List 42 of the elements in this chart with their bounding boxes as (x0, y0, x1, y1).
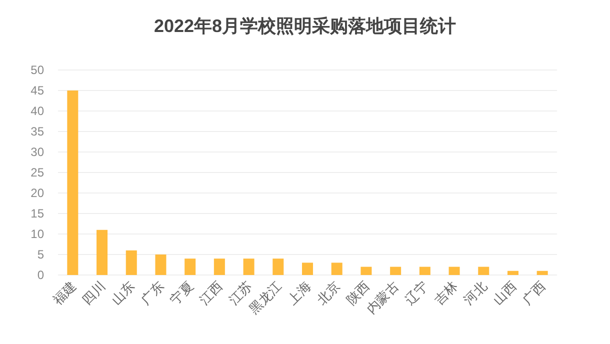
x-tick-label: 上海 (284, 278, 314, 308)
bar (96, 230, 108, 275)
x-tick-label: 辽宁 (402, 278, 432, 308)
y-tick-label: 45 (30, 84, 44, 98)
y-tick-label: 40 (30, 104, 44, 118)
bar (184, 258, 196, 275)
y-tick-label: 25 (30, 166, 44, 180)
bar (126, 250, 137, 275)
y-tick-label: 35 (30, 124, 44, 138)
y-tick-label: 5 (37, 248, 44, 262)
y-tick-label: 30 (30, 145, 44, 159)
x-tick-label: 山东 (108, 278, 138, 308)
x-tick-label: 吉林 (431, 278, 460, 308)
bar (360, 266, 372, 275)
bar (214, 258, 225, 275)
x-tick-label: 山西 (490, 278, 520, 308)
y-tick-label: 0 (37, 268, 44, 282)
bar (272, 258, 284, 275)
x-tick-label: 宁夏 (167, 278, 196, 308)
y-tick-label: 50 (30, 63, 44, 77)
chart-title: 2022年8月学校照明采购落地项目统计 (154, 16, 456, 36)
bar (478, 266, 490, 275)
bar (507, 270, 518, 275)
x-tick-label: 四川 (79, 278, 108, 308)
bar (302, 262, 313, 275)
x-tick-label: 江西 (196, 278, 226, 308)
x-tick-label: 河北 (460, 278, 490, 308)
bar (67, 90, 78, 275)
x-tick-label: 福建 (50, 278, 79, 308)
y-tick-label: 10 (30, 227, 44, 241)
bar (390, 266, 402, 275)
bar (536, 270, 548, 275)
y-tick-label: 15 (30, 206, 44, 220)
x-tick-label: 广东 (138, 278, 167, 308)
x-tick-label: 广西 (519, 278, 548, 308)
bar (155, 254, 166, 275)
bar (448, 266, 460, 275)
bar (331, 262, 342, 275)
bar (243, 258, 254, 275)
x-tick-label: 北京 (314, 278, 343, 308)
y-tick-label: 20 (30, 186, 44, 200)
bar (419, 266, 430, 275)
